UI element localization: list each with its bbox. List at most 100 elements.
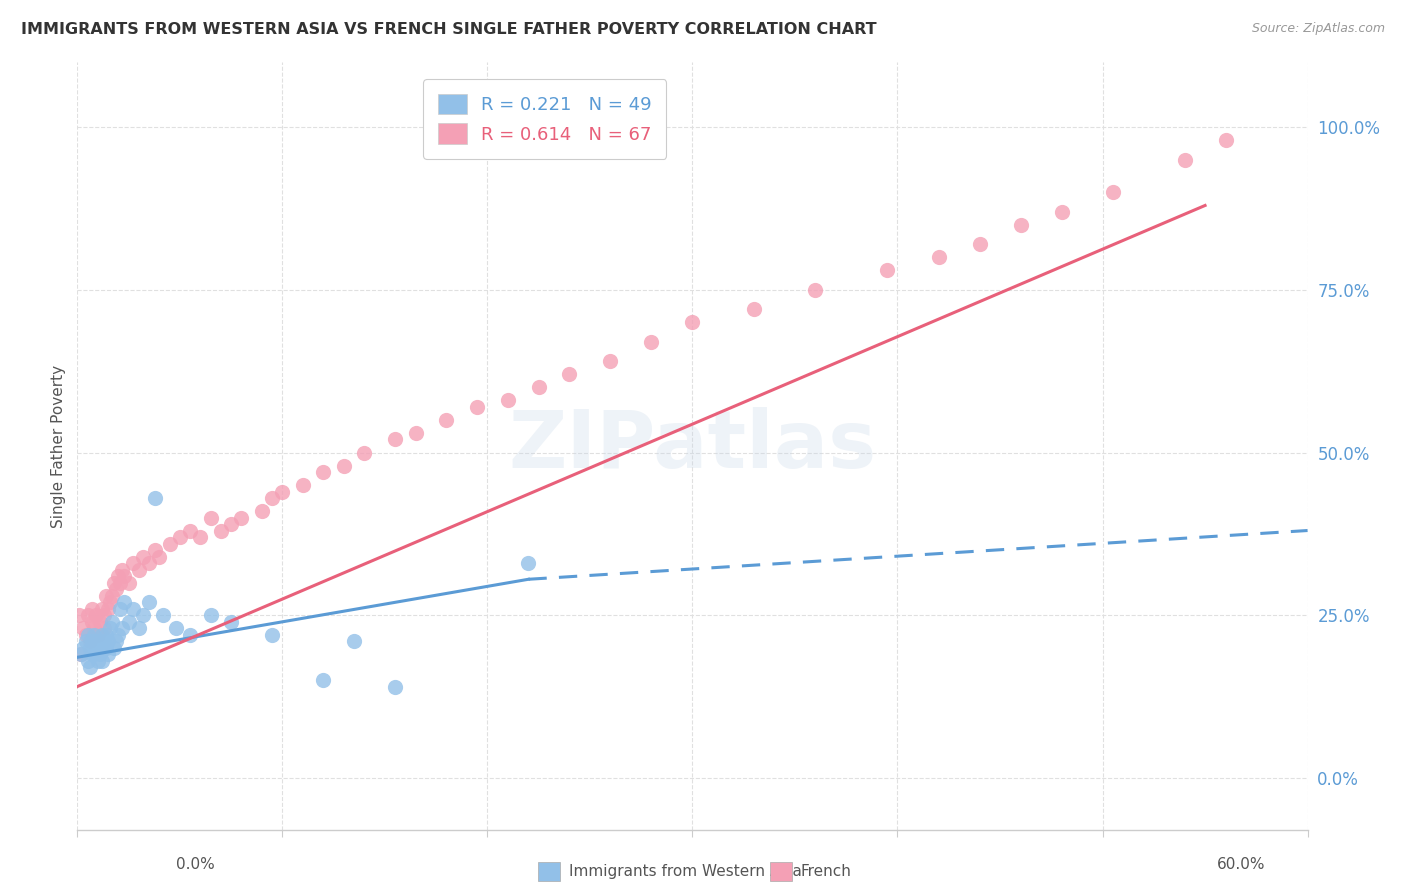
- Point: [83, 647, 105, 661]
- Point: [1010, 218, 1032, 232]
- Point: [169, 530, 191, 544]
- Point: [107, 569, 129, 583]
- Point: [94, 640, 117, 655]
- Point: [101, 615, 124, 629]
- Text: ZIPatlas: ZIPatlas: [509, 407, 876, 485]
- Point: [114, 569, 136, 583]
- Point: [80, 601, 103, 615]
- Text: IMMIGRANTS FROM WESTERN ASIA VS FRENCH SINGLE FATHER POVERTY CORRELATION CHART: IMMIGRANTS FROM WESTERN ASIA VS FRENCH S…: [21, 22, 877, 37]
- Text: 60.0%: 60.0%: [1218, 857, 1265, 872]
- Point: [90, 654, 114, 668]
- Point: [1215, 133, 1237, 147]
- Text: Immigrants from Western Asia: Immigrants from Western Asia: [568, 864, 801, 879]
- Point: [188, 530, 212, 544]
- Point: [84, 607, 107, 622]
- Point: [114, 595, 136, 609]
- Point: [558, 368, 581, 382]
- Text: 0.0%: 0.0%: [176, 857, 215, 872]
- Point: [312, 673, 335, 687]
- Point: [72, 621, 94, 635]
- Point: [384, 680, 406, 694]
- Point: [143, 491, 166, 505]
- Point: [87, 640, 110, 655]
- Point: [121, 601, 143, 615]
- Point: [84, 640, 107, 655]
- Point: [640, 334, 662, 349]
- Point: [98, 595, 121, 609]
- Point: [103, 640, 125, 655]
- Point: [117, 575, 139, 590]
- Point: [89, 647, 111, 661]
- Point: [250, 504, 273, 518]
- Point: [94, 589, 117, 603]
- Point: [152, 607, 174, 622]
- Point: [1101, 186, 1123, 200]
- Point: [76, 627, 98, 641]
- Point: [742, 302, 765, 317]
- Point: [517, 556, 540, 570]
- Point: [179, 627, 201, 641]
- Point: [84, 634, 107, 648]
- Point: [312, 465, 335, 479]
- Point: [1050, 205, 1073, 219]
- Point: [219, 615, 242, 629]
- Point: [80, 634, 103, 648]
- Point: [219, 516, 242, 531]
- Point: [94, 627, 117, 641]
- Point: [105, 582, 128, 596]
- Point: [67, 607, 90, 622]
- Point: [876, 263, 898, 277]
- Point: [87, 654, 110, 668]
- Point: [89, 615, 111, 629]
- Point: [271, 484, 294, 499]
- Point: [79, 660, 101, 674]
- Point: [291, 478, 314, 492]
- Point: [83, 627, 105, 641]
- Point: [90, 627, 114, 641]
- Point: [384, 433, 406, 447]
- Point: [179, 524, 201, 538]
- Point: [70, 647, 93, 661]
- Point: [72, 640, 94, 655]
- Point: [465, 400, 488, 414]
- Y-axis label: Single Father Poverty: Single Father Poverty: [51, 365, 66, 527]
- Text: French: French: [801, 864, 852, 879]
- Point: [110, 575, 132, 590]
- Point: [159, 536, 181, 550]
- Point: [110, 601, 132, 615]
- Point: [79, 634, 101, 648]
- Point: [496, 393, 519, 408]
- Point: [90, 601, 114, 615]
- Point: [682, 316, 704, 330]
- Point: [93, 634, 115, 648]
- Point: [1174, 153, 1197, 167]
- Point: [209, 524, 232, 538]
- Point: [353, 445, 375, 459]
- Point: [93, 607, 115, 622]
- Point: [93, 621, 115, 635]
- Point: [928, 251, 950, 265]
- Point: [83, 621, 105, 635]
- Point: [165, 621, 187, 635]
- Point: [132, 549, 155, 564]
- Point: [105, 634, 128, 648]
- Point: [262, 627, 284, 641]
- Point: [231, 510, 253, 524]
- Point: [138, 595, 160, 609]
- Point: [148, 549, 170, 564]
- Point: [343, 634, 366, 648]
- Point: [128, 621, 150, 635]
- Point: [76, 607, 98, 622]
- Point: [599, 354, 621, 368]
- Point: [405, 425, 427, 440]
- Point: [97, 601, 120, 615]
- Text: Source: ZipAtlas.com: Source: ZipAtlas.com: [1251, 22, 1385, 36]
- Point: [143, 543, 166, 558]
- Point: [262, 491, 284, 505]
- Point: [128, 562, 150, 576]
- Point: [89, 634, 111, 648]
- Point: [70, 647, 93, 661]
- Point: [804, 283, 827, 297]
- Point: [79, 640, 101, 655]
- Point: [87, 627, 110, 641]
